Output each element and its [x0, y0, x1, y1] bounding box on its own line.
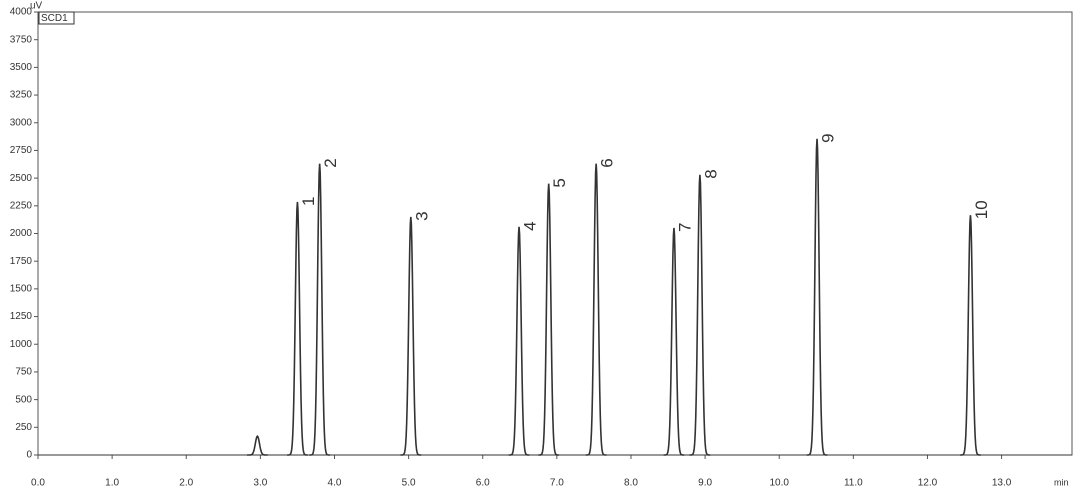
x-tick-label: 10.0: [769, 478, 789, 489]
x-tick-label: 6.0: [476, 478, 490, 489]
x-tick-label: 8.0: [624, 478, 638, 489]
peak: [663, 227, 685, 456]
peak: [806, 138, 828, 456]
y-tick-label: 750: [15, 367, 32, 378]
peak-label: 2: [321, 158, 340, 167]
y-tick-label: 250: [15, 422, 32, 433]
y-tick-label: 4000: [10, 7, 33, 18]
x-tick-label: 1.0: [105, 478, 119, 489]
x-tick-label: 11.0: [844, 478, 863, 489]
peak-label: 3: [412, 211, 431, 220]
x-unit: min: [1054, 477, 1069, 487]
peak-label: 4: [521, 221, 540, 230]
y-tick-label: 3500: [10, 62, 33, 73]
y-tick-label: 2750: [10, 145, 33, 156]
x-tick-label: 9.0: [698, 478, 712, 489]
peak-label: 1: [299, 196, 318, 205]
x-tick-label: 12.0: [918, 478, 938, 489]
y-tick-label: 3750: [10, 34, 33, 45]
x-tick-label: 0.0: [31, 478, 45, 489]
y-tick-label: 1500: [10, 284, 33, 295]
peak: [309, 163, 331, 456]
y-tick-label: 1250: [10, 311, 33, 322]
peak: [287, 201, 308, 456]
peak: [585, 163, 607, 456]
x-tick-label: 4.0: [328, 478, 342, 489]
x-tick-label: 2.0: [179, 478, 193, 489]
plot-frame: [37, 11, 1073, 456]
channel-label: SCD1: [41, 13, 68, 24]
peak-label: 7: [675, 222, 694, 231]
peak: [400, 216, 422, 456]
y-tick-label: 2250: [10, 200, 33, 211]
y-tick-label: 3000: [10, 117, 33, 128]
x-tick-label: 3.0: [253, 478, 267, 489]
peak-label: 9: [819, 133, 838, 142]
y-tick-label: 500: [15, 394, 32, 405]
y-tick-label: 2500: [10, 173, 33, 184]
peak: [960, 215, 981, 456]
peak-label: 5: [550, 178, 569, 187]
peak: [247, 434, 268, 456]
y-unit: uV: [30, 1, 43, 12]
y-tick-label: 1750: [10, 256, 33, 267]
peak-label: 8: [701, 169, 720, 178]
peak-label: 10: [972, 200, 991, 219]
peak: [689, 174, 711, 456]
y-tick-label: 1000: [10, 339, 33, 350]
x-tick-label: 5.0: [402, 478, 416, 489]
peak-label: 6: [598, 158, 617, 167]
y-tick-label: 3250: [10, 90, 33, 101]
y-tick-label: 2000: [10, 228, 33, 239]
y-tick-label: 0: [26, 450, 32, 461]
peak: [508, 226, 530, 456]
x-tick-label: 13.0: [992, 478, 1012, 489]
peak: [538, 183, 560, 456]
channel-box: [38, 11, 75, 25]
x-tick-label: 7.0: [550, 478, 564, 489]
